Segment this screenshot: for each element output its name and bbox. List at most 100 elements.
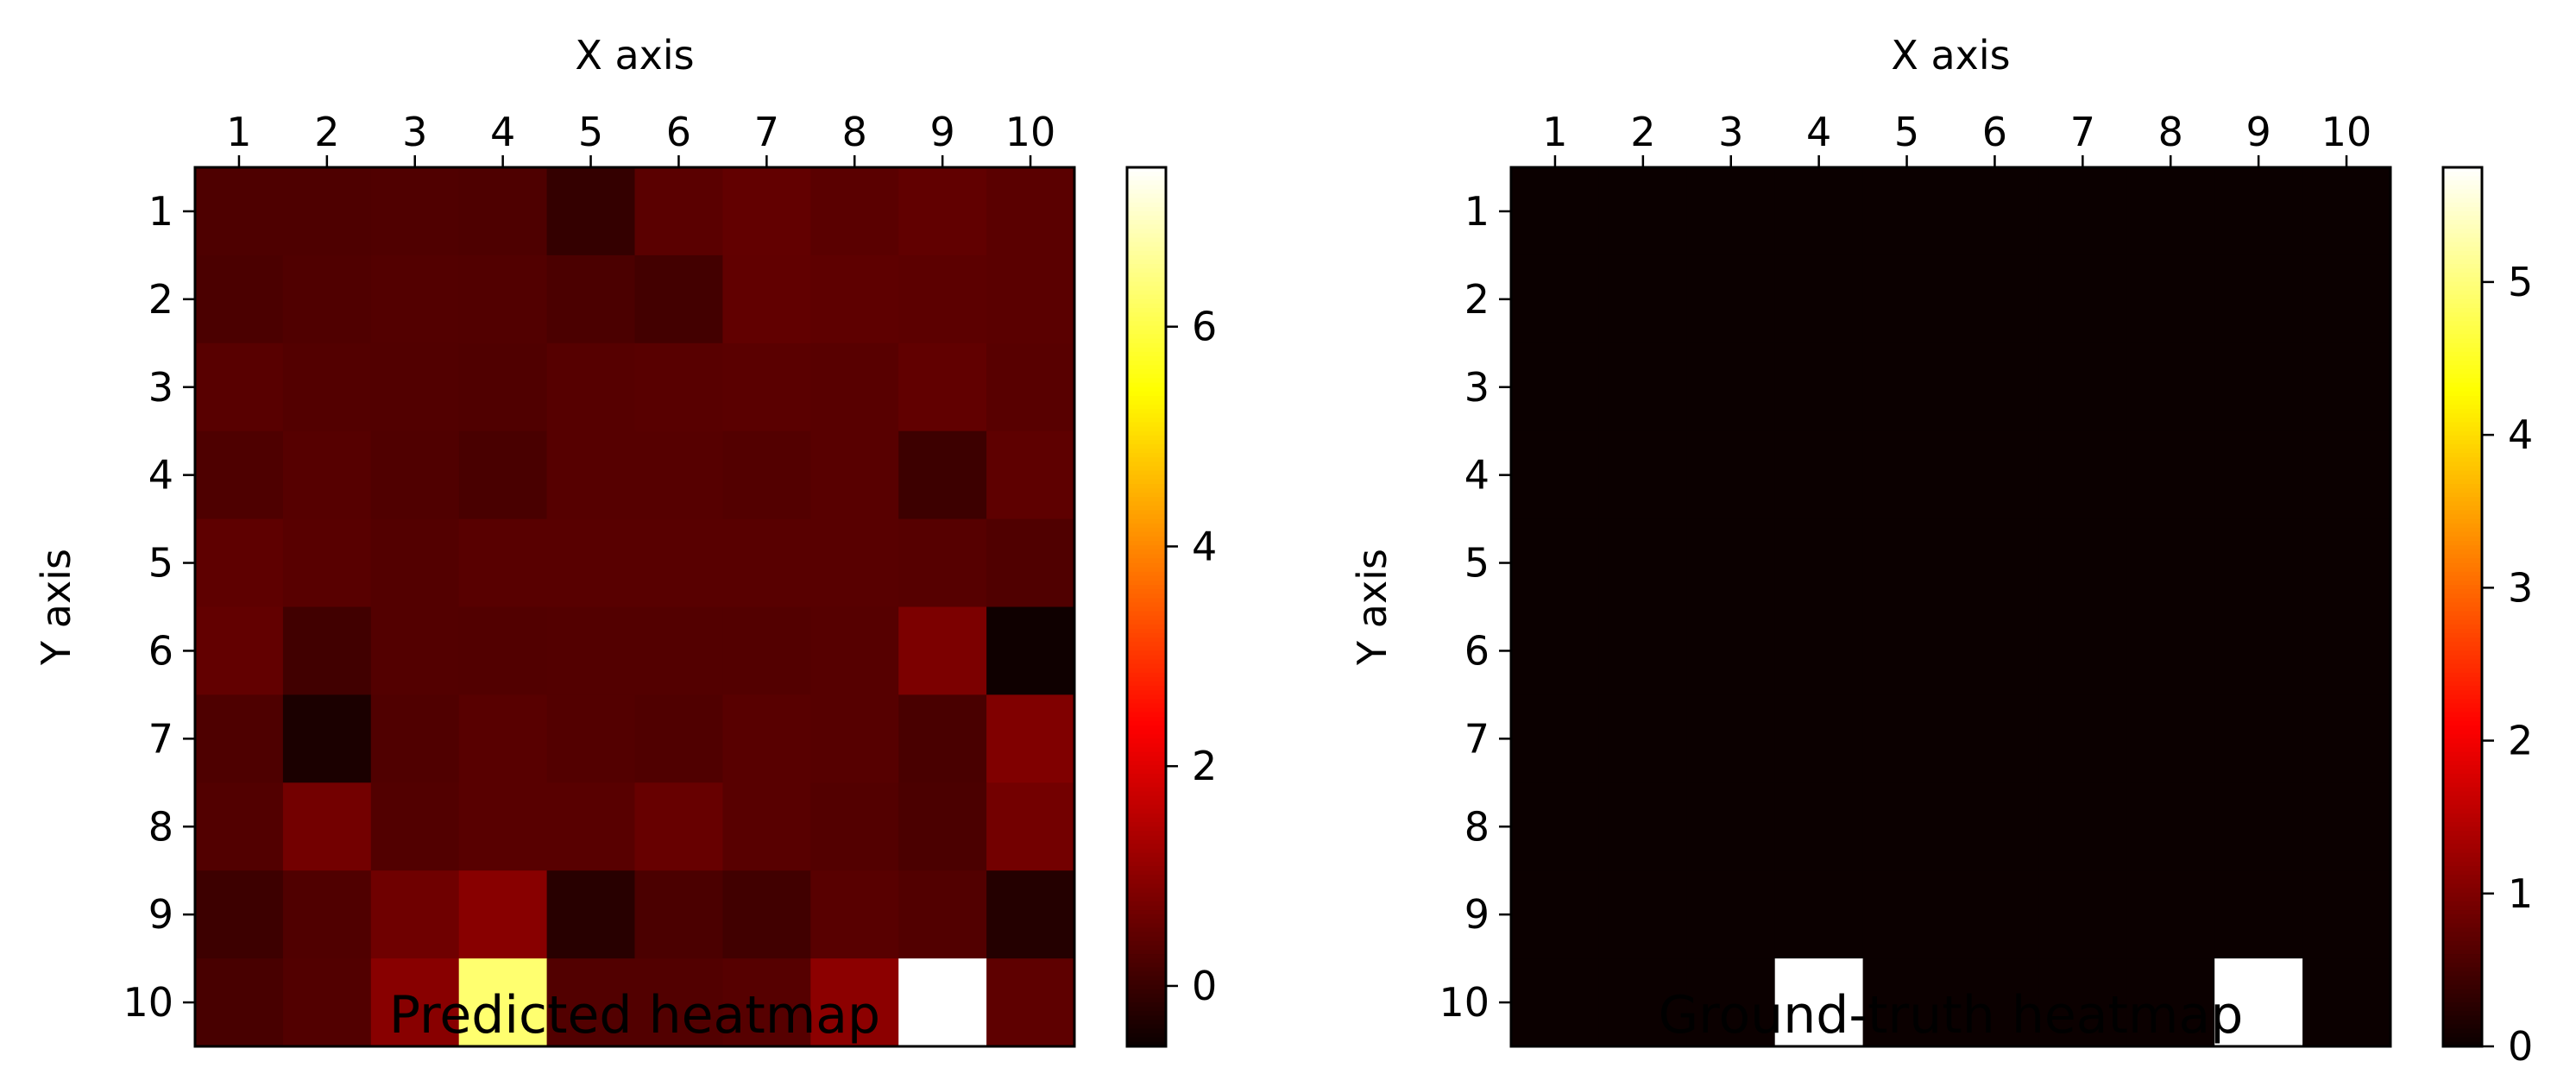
heatmap-cell: 0	[1686, 167, 1776, 256]
colorbar-segment	[2443, 361, 2482, 367]
heatmap-cell: 0	[2038, 518, 2127, 608]
y-tick-label: 1	[1464, 188, 1490, 235]
heatmap-cell: 0	[2214, 694, 2303, 783]
colorbar-segment	[1127, 193, 1166, 199]
colorbar-segment	[1127, 993, 1166, 999]
colorbar-segment	[1127, 321, 1166, 327]
heatmap-cell: 0	[1598, 518, 1688, 608]
colorbar-segment	[2443, 1041, 2482, 1047]
colorbar-segment	[2443, 734, 2482, 740]
colorbar-segment	[2443, 237, 2482, 243]
heatmap-cell: 0.32	[722, 606, 811, 695]
colorbar-segment	[1127, 712, 1166, 718]
heatmap-cell: 0.25	[195, 167, 284, 256]
y-tick-label: 6	[148, 627, 173, 674]
heatmap-cell: 0	[1862, 342, 1952, 432]
colorbar-segment	[1127, 435, 1166, 441]
colorbar-segment	[2443, 615, 2482, 621]
heatmap-cell: 0.45	[986, 958, 1075, 1047]
heatmap-cell: 0.4	[722, 342, 811, 432]
y-tick-label: 3	[148, 364, 173, 411]
heatmap-cell: 0	[1598, 342, 1688, 432]
colorbar-segment	[1127, 633, 1166, 638]
colorbar-segment	[2443, 646, 2482, 652]
colorbar-segment	[2443, 787, 2482, 793]
colorbar-segment	[2443, 720, 2482, 726]
colorbar-segment	[1127, 949, 1166, 955]
colorbar-segment	[1127, 694, 1166, 700]
heatmap-cell: 0.05	[898, 430, 987, 520]
colorbar-segment	[1127, 474, 1166, 480]
colorbar-segment	[1127, 180, 1166, 186]
colorbar-segment	[2443, 852, 2482, 858]
heatmap-cell: 5.75	[1774, 958, 1864, 1047]
heatmap-cell: 0.32	[810, 782, 899, 871]
colorbar-segment	[2443, 501, 2482, 507]
heatmap-cell: 0.28	[370, 167, 460, 256]
colorbar-segment	[1127, 677, 1166, 682]
colorbar-segment	[2443, 216, 2482, 221]
colorbar-segment	[2443, 545, 2482, 551]
colorbar-segment	[2443, 510, 2482, 516]
colorbar-segment	[2443, 808, 2482, 814]
colorbar-segment	[2443, 971, 2482, 977]
y-axis-label: Y axis	[1349, 549, 1395, 666]
colorbar-segment	[2443, 848, 2482, 854]
x-tick-label: 1	[226, 109, 251, 155]
heatmap-cell: 0	[2214, 782, 2303, 871]
colorbar-segment	[1127, 365, 1166, 371]
heatmap-cell: 0.48	[722, 254, 811, 344]
heatmap-cell: 0.5	[722, 167, 811, 256]
colorbar-segment	[1127, 764, 1166, 770]
colorbar-segment	[1127, 580, 1166, 586]
heatmap-cell: 0	[1774, 606, 1864, 695]
colorbar-segment	[1127, 237, 1166, 243]
x-tick-label: 7	[754, 109, 779, 155]
colorbar-segment	[2443, 619, 2482, 625]
heatmap-cell: 0	[1950, 606, 2039, 695]
colorbar-segment	[2443, 677, 2482, 682]
colorbar-segment	[1127, 686, 1166, 692]
colorbar-segment	[2443, 571, 2482, 577]
colorbar-segment	[2443, 923, 2482, 929]
colorbar-segment	[1127, 298, 1166, 305]
colorbar-segment	[2443, 206, 2482, 212]
colorbar-segment	[2443, 818, 2482, 823]
colorbar-segment	[1127, 896, 1166, 902]
colorbar-segment	[1127, 743, 1166, 749]
colorbar-segment	[1127, 303, 1166, 309]
heatmap-cell: 0	[1511, 870, 1600, 959]
colorbar-segment	[2443, 382, 2482, 388]
heatmap-cell: 0.38	[546, 518, 636, 608]
heatmap-cell: 0.2	[458, 430, 548, 520]
colorbar-segment	[2443, 822, 2482, 828]
heatmap-cell: 0	[1774, 342, 1864, 432]
colorbar-segment	[2443, 523, 2482, 529]
heatmap-cell: 0	[2214, 167, 2303, 256]
colorbar-segment	[1127, 932, 1166, 938]
colorbar-segment	[2443, 593, 2482, 600]
colorbar-segment	[2443, 663, 2482, 669]
heatmap-cells: 0000000000000000000000000000000000000000…	[1511, 167, 2391, 1047]
colorbar-segment	[2443, 342, 2482, 348]
colorbar-segment	[2443, 422, 2482, 428]
colorbar-segment	[1127, 637, 1166, 644]
heatmap-cell: 0.38	[634, 518, 723, 608]
heatmap-cell: 0	[1950, 342, 2039, 432]
colorbar-segment	[2443, 932, 2482, 938]
heatmap-cell: 0.28	[282, 870, 372, 959]
colorbar-segment	[2443, 413, 2482, 419]
heatmap-cell: 0.25	[195, 430, 284, 520]
heatmap-cell: 0.3	[195, 782, 284, 871]
colorbar-segment	[2443, 954, 2482, 959]
heatmap-cell: 0.28	[370, 430, 460, 520]
heatmap-cell: 0	[1598, 958, 1688, 1047]
colorbar-segment	[2443, 997, 2482, 1003]
heatmap-cell: 0	[1686, 606, 1776, 695]
colorbar-segment	[2443, 273, 2482, 279]
colorbar-segment	[2443, 774, 2482, 779]
heatmap-cell: 0	[2302, 606, 2391, 695]
colorbar-segment	[2443, 167, 2482, 173]
colorbar-segment	[1127, 562, 1166, 568]
colorbar-segment	[1127, 602, 1166, 608]
